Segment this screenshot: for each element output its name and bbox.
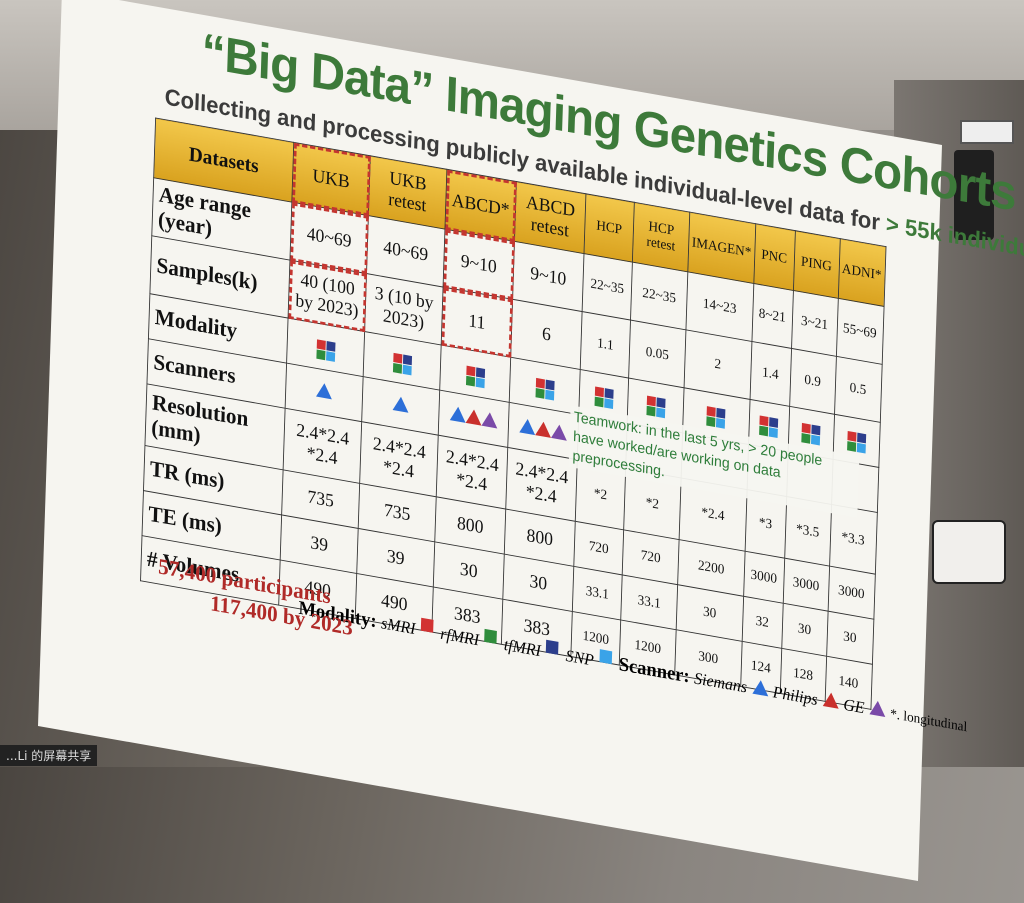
scanner-icon [535, 419, 552, 438]
scanner-icon [551, 422, 568, 441]
modality-icon [846, 430, 866, 453]
desk-sign [932, 520, 1006, 584]
legend-tfmri: tfMRI [503, 635, 542, 660]
table-cell: 30 [826, 611, 874, 665]
modality-icon [801, 422, 821, 446]
scanner-icon [465, 407, 482, 426]
header-cell: HCP retest [632, 202, 690, 272]
legend-snp: SNP [565, 645, 595, 670]
philips-icon [822, 691, 840, 709]
table-cell: 0.9 [789, 348, 836, 415]
modality-icon [392, 352, 412, 376]
header-cell: ADNI* [837, 238, 886, 307]
snp-swatch [599, 649, 612, 665]
header-cell: PNC [753, 223, 795, 291]
siemens-icon [752, 678, 769, 697]
table-cell: 3000 [743, 551, 785, 604]
table-cell: 3000 [827, 566, 875, 620]
legend-smri: sMRI [380, 613, 416, 638]
scanner-icon [481, 410, 498, 428]
table-cell: 32 [741, 596, 783, 649]
legend-rfmri: rfMRI [440, 623, 480, 650]
scanner-icon [392, 394, 409, 413]
legend-ge: GE [843, 694, 865, 718]
modality-icon [759, 415, 779, 438]
table-cell: 22~35 [630, 262, 688, 330]
rfmri-swatch [484, 628, 498, 644]
projected-slide: “Big Data” Imaging Genetics Cohorts Coll… [38, 0, 1024, 881]
table-cell: 30 [781, 603, 828, 657]
table-cell: 55~69 [835, 298, 884, 365]
table-cell: 22~35 [582, 253, 633, 321]
modality-icon [646, 395, 666, 418]
modality-icon [465, 365, 485, 389]
ge-icon [869, 699, 886, 718]
modality-icon [315, 339, 336, 362]
legend-siemens: Siemans [693, 668, 748, 697]
scanner-icon [316, 381, 333, 399]
smri-swatch [420, 617, 434, 633]
header-cell: HCP [583, 193, 635, 263]
table-cell: 0.5 [834, 356, 882, 423]
table-cell: 1.1 [580, 311, 631, 379]
camera-mount [954, 150, 994, 240]
modality-icon [535, 377, 555, 401]
ceiling-light [960, 120, 1014, 144]
screen-share-label: ...Li 的屏幕共享 [0, 745, 98, 766]
tfmri-swatch [546, 639, 559, 655]
table-cell: 8~21 [751, 283, 793, 349]
table-cell: 3~21 [791, 290, 838, 357]
modality-icon [594, 385, 614, 409]
header-cell: PING [792, 230, 840, 299]
legend-philips: Philips [772, 682, 818, 709]
table-cell: 1.4 [749, 341, 792, 407]
table-cell: 0.05 [628, 320, 686, 388]
scanner-icon [519, 417, 536, 435]
table-cell: 3000 [782, 558, 830, 612]
modality-icon [706, 405, 726, 429]
scanner-icon [449, 404, 467, 423]
